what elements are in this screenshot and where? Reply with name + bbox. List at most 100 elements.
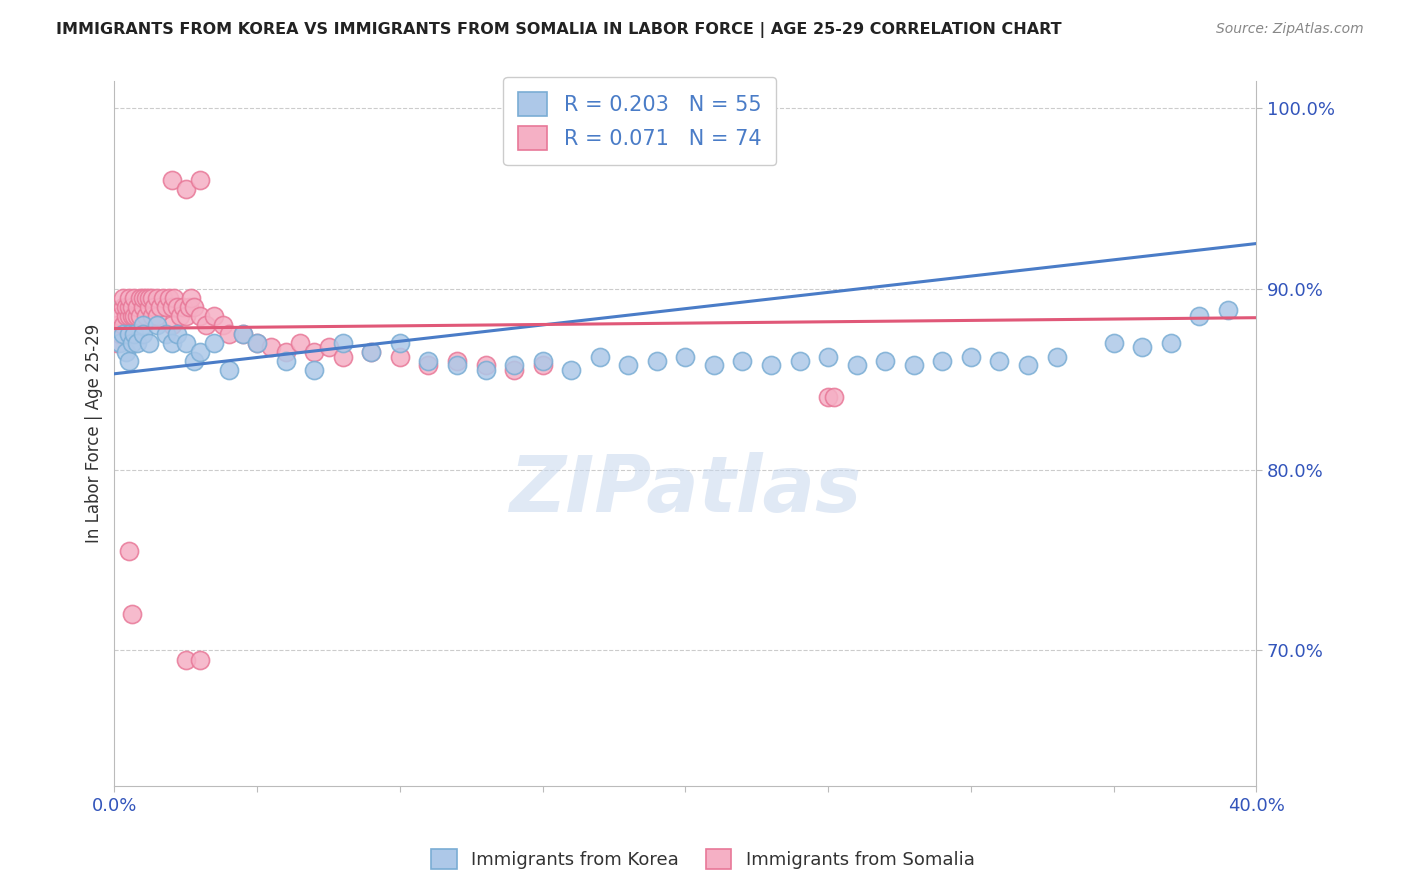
Point xyxy=(1017,358,1039,372)
Point xyxy=(817,351,839,365)
Point xyxy=(163,291,186,305)
Point xyxy=(108,336,131,351)
Point xyxy=(1216,303,1239,318)
Text: ZIPatlas: ZIPatlas xyxy=(509,452,862,528)
Point xyxy=(288,336,311,351)
Y-axis label: In Labor Force | Age 25-29: In Labor Force | Age 25-29 xyxy=(86,324,103,543)
Point xyxy=(174,652,197,666)
Point xyxy=(166,300,188,314)
Point xyxy=(988,354,1011,368)
Point xyxy=(118,544,141,558)
Point xyxy=(360,345,382,359)
Point xyxy=(160,300,183,314)
Point xyxy=(166,326,188,341)
Point xyxy=(188,173,211,187)
Point xyxy=(127,336,149,351)
Point xyxy=(673,351,696,365)
Point xyxy=(589,351,612,365)
Point xyxy=(177,300,200,314)
Point xyxy=(155,326,177,341)
Point xyxy=(503,363,526,377)
Point xyxy=(188,652,211,666)
Point xyxy=(114,309,136,323)
Point xyxy=(132,300,155,314)
Point xyxy=(174,336,197,351)
Point xyxy=(332,336,354,351)
Point xyxy=(121,300,143,314)
Point xyxy=(823,390,845,404)
Point xyxy=(135,291,157,305)
Point xyxy=(1102,336,1125,351)
Point xyxy=(124,291,146,305)
Point xyxy=(118,354,141,368)
Point xyxy=(360,345,382,359)
Point xyxy=(531,354,554,368)
Point xyxy=(160,318,183,332)
Point xyxy=(160,173,183,187)
Point xyxy=(114,300,136,314)
Point xyxy=(1188,309,1211,323)
Point xyxy=(274,354,297,368)
Point xyxy=(108,326,131,341)
Point xyxy=(132,318,155,332)
Point xyxy=(180,291,202,305)
Point xyxy=(174,182,197,196)
Point xyxy=(1160,336,1182,351)
Point xyxy=(124,326,146,341)
Point xyxy=(218,363,240,377)
Point xyxy=(531,358,554,372)
Point xyxy=(388,351,411,365)
Point xyxy=(274,345,297,359)
Point xyxy=(143,300,166,314)
Point xyxy=(183,354,205,368)
Point xyxy=(875,354,897,368)
Point xyxy=(232,326,254,341)
Point xyxy=(124,309,146,323)
Point xyxy=(332,351,354,365)
Point xyxy=(146,309,169,323)
Point xyxy=(138,300,160,314)
Point xyxy=(183,300,205,314)
Point xyxy=(111,326,134,341)
Point xyxy=(129,291,152,305)
Point xyxy=(105,318,128,332)
Point xyxy=(127,309,149,323)
Point xyxy=(194,318,217,332)
Point xyxy=(149,300,172,314)
Point xyxy=(114,345,136,359)
Point xyxy=(174,309,197,323)
Point xyxy=(474,363,496,377)
Point xyxy=(152,291,174,305)
Point xyxy=(474,358,496,372)
Point xyxy=(135,309,157,323)
Point xyxy=(121,607,143,622)
Point xyxy=(903,358,925,372)
Legend: Immigrants from Korea, Immigrants from Somalia: Immigrants from Korea, Immigrants from S… xyxy=(422,839,984,879)
Text: IMMIGRANTS FROM KOREA VS IMMIGRANTS FROM SOMALIA IN LABOR FORCE | AGE 25-29 CORR: IMMIGRANTS FROM KOREA VS IMMIGRANTS FROM… xyxy=(56,22,1062,38)
Point xyxy=(118,326,141,341)
Point xyxy=(1045,351,1067,365)
Point xyxy=(138,336,160,351)
Point xyxy=(845,358,868,372)
Point xyxy=(645,354,668,368)
Point xyxy=(503,358,526,372)
Point xyxy=(418,354,440,368)
Point xyxy=(817,390,839,404)
Point xyxy=(132,291,155,305)
Point xyxy=(388,336,411,351)
Point xyxy=(127,300,149,314)
Point xyxy=(260,340,283,354)
Point xyxy=(560,363,582,377)
Point xyxy=(212,318,235,332)
Point xyxy=(141,309,163,323)
Point xyxy=(172,300,194,314)
Point xyxy=(121,336,143,351)
Point xyxy=(188,309,211,323)
Point xyxy=(111,300,134,314)
Point xyxy=(160,336,183,351)
Point xyxy=(931,354,953,368)
Point xyxy=(157,291,180,305)
Point xyxy=(132,326,155,341)
Legend: R = 0.203   N = 55, R = 0.071   N = 74: R = 0.203 N = 55, R = 0.071 N = 74 xyxy=(503,77,776,165)
Point xyxy=(789,354,811,368)
